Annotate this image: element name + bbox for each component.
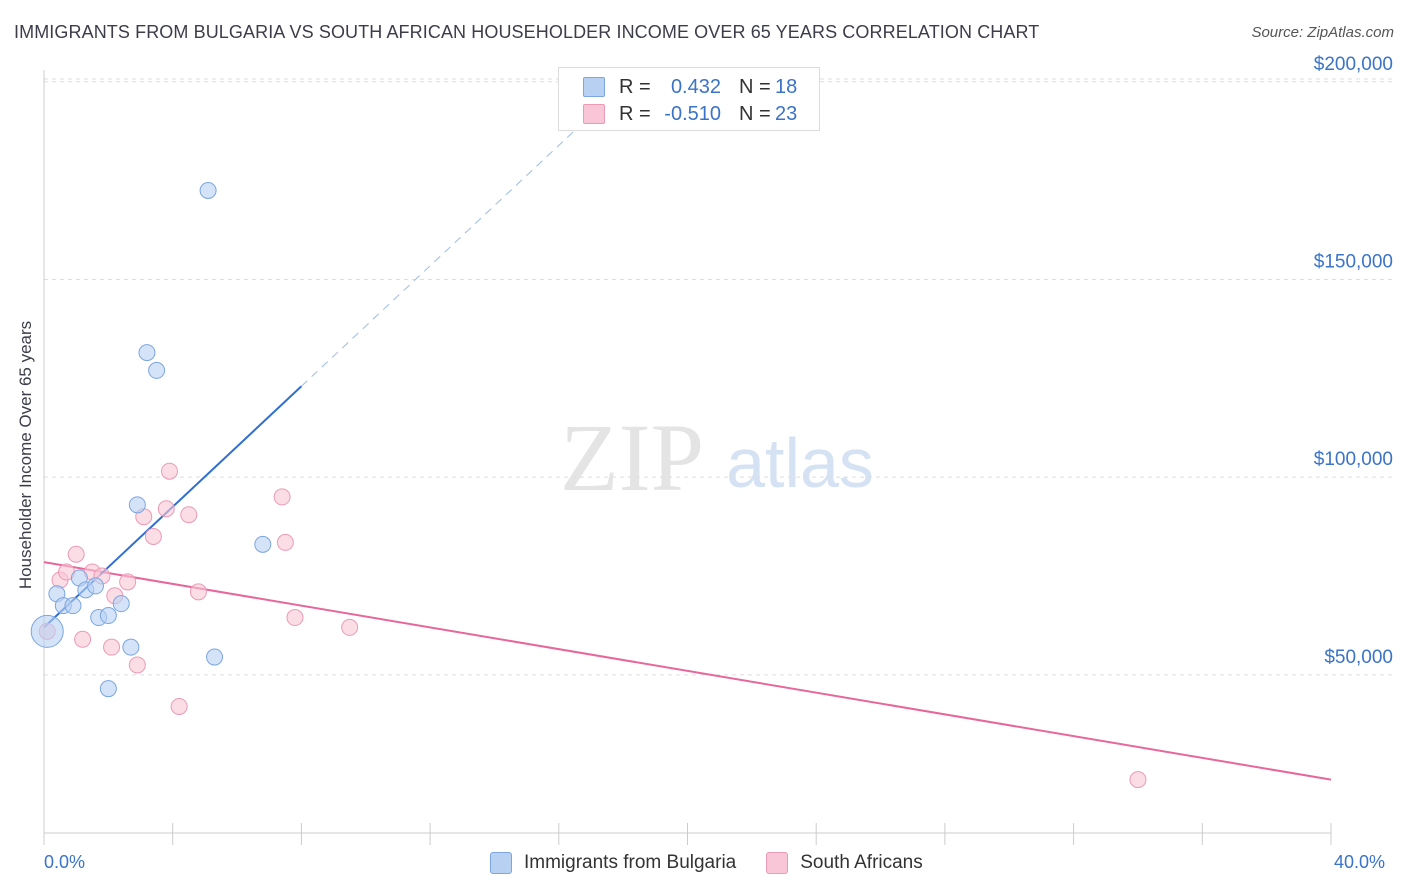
point-bulgaria xyxy=(86,577,104,595)
r-label: R = xyxy=(619,75,651,98)
legend-label: Immigrants from Bulgaria xyxy=(524,852,737,873)
data-points xyxy=(30,182,1147,789)
n-value: 23 xyxy=(775,102,798,125)
point-south-africans xyxy=(103,638,121,656)
legend-row-bulgaria: R = 0.432 N = 18 xyxy=(583,75,797,99)
x-tick-label-min: 0.0% xyxy=(44,852,86,872)
source-label: Source: ZipAtlas.com xyxy=(1251,24,1394,41)
r-label: R = xyxy=(619,102,651,125)
watermark: ZIP atlas xyxy=(560,404,874,511)
point-south-africans xyxy=(128,656,146,674)
point-south-africans xyxy=(67,545,85,563)
point-bulgaria xyxy=(138,344,156,362)
y-axis-label: Householder Income Over 65 years xyxy=(16,320,35,590)
legend-swatch-pink xyxy=(766,852,789,874)
r-value: -0.510 xyxy=(664,102,721,125)
point-bulgaria xyxy=(64,597,82,615)
point-south-africans xyxy=(1129,771,1147,789)
point-bulgaria xyxy=(206,648,224,666)
legend-label: South Africans xyxy=(800,852,923,873)
watermark-atlas: atlas xyxy=(726,424,874,502)
y-tick-label: $200,000 xyxy=(1314,54,1393,75)
point-south-africans xyxy=(119,573,137,591)
legend-swatch-blue xyxy=(490,852,512,874)
n-value: 18 xyxy=(775,75,798,98)
legend-item-south-africans[interactable]: South Africans xyxy=(766,852,923,874)
point-south-africans xyxy=(341,618,359,636)
n-label: N = xyxy=(739,75,771,98)
point-bulgaria xyxy=(254,535,272,553)
r-value: 0.432 xyxy=(670,75,721,98)
point-bulgaria xyxy=(30,614,64,648)
point-bulgaria xyxy=(199,182,217,199)
series-legend: Immigrants from Bulgaria South Africans xyxy=(490,852,953,874)
trend-line-south-africans xyxy=(43,561,1332,781)
chart-title: IMMIGRANTS FROM BULGARIA VS SOUTH AFRICA… xyxy=(14,22,1040,42)
n-label: N = xyxy=(739,102,771,125)
x-tick-label-max: 40.0% xyxy=(1334,852,1386,872)
legend-item-bulgaria[interactable]: Immigrants from Bulgaria xyxy=(490,852,736,874)
point-south-africans xyxy=(276,533,294,551)
correlation-legend: R = 0.432 N = 18 R = -0.510 N = 23 xyxy=(558,67,820,131)
y-tick-labels: $50,000 $100,000 $150,000 $200,000 xyxy=(1314,54,1393,668)
point-south-africans xyxy=(189,583,207,601)
point-bulgaria xyxy=(148,361,166,379)
point-south-africans xyxy=(286,609,304,627)
point-bulgaria xyxy=(122,638,140,656)
point-south-africans xyxy=(180,506,198,524)
legend-swatch-pink xyxy=(583,104,605,124)
point-south-africans xyxy=(273,488,291,506)
watermark-zip: ZIP xyxy=(560,404,704,511)
point-south-africans xyxy=(74,630,92,648)
y-tick-label: $150,000 xyxy=(1314,251,1393,272)
point-bulgaria xyxy=(112,595,130,613)
y-tick-label: $100,000 xyxy=(1314,449,1393,470)
legend-swatch-blue xyxy=(583,77,605,97)
point-south-africans xyxy=(160,462,178,480)
axes xyxy=(43,70,1332,845)
point-south-africans xyxy=(144,527,162,545)
point-bulgaria xyxy=(128,496,146,514)
legend-row-south-africans: R = -0.510 N = 23 xyxy=(583,102,797,126)
point-bulgaria xyxy=(99,680,117,698)
point-south-africans xyxy=(170,697,188,715)
y-tick-label: $50,000 xyxy=(1324,647,1393,668)
trend-line-bulgaria-extrapolated xyxy=(301,120,585,387)
point-bulgaria xyxy=(99,607,117,625)
point-south-africans xyxy=(157,500,175,518)
grid-lines xyxy=(44,78,1395,676)
